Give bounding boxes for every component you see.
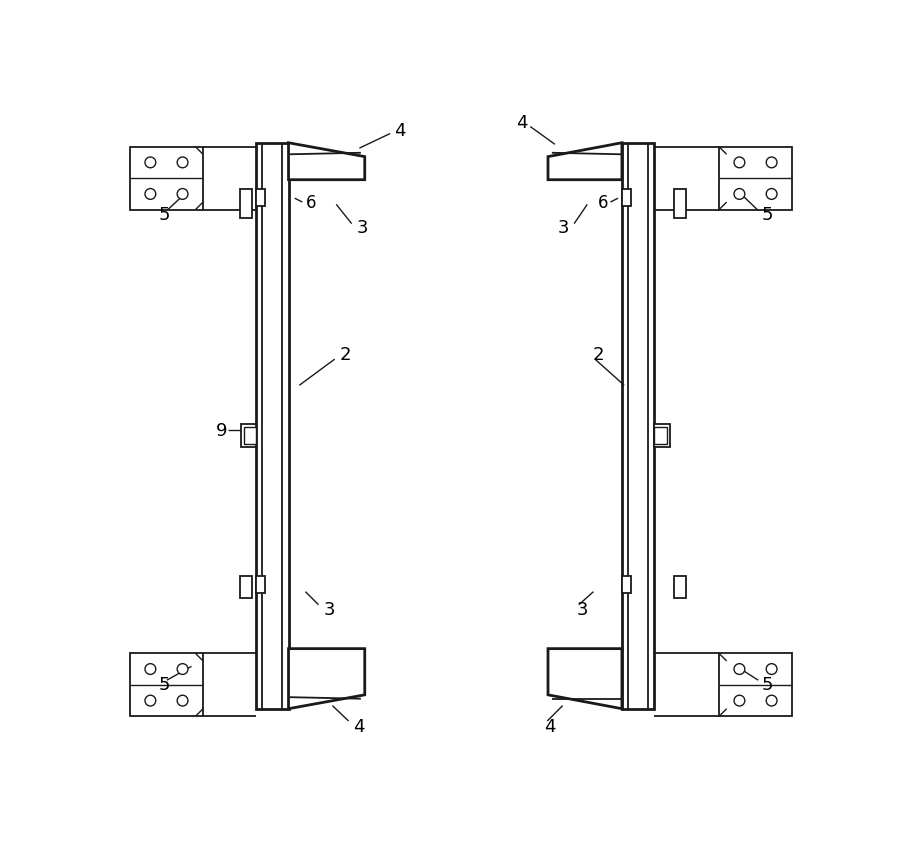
Text: 3: 3 [577, 600, 588, 618]
Circle shape [177, 695, 188, 706]
Bar [130, 653, 203, 717]
Bar [256, 190, 266, 207]
Polygon shape [548, 649, 622, 709]
Bar [674, 190, 686, 219]
Text: 2: 2 [340, 346, 352, 364]
Bar [130, 148, 203, 210]
Bar [240, 190, 252, 219]
Bar [241, 425, 256, 447]
Text: 5: 5 [762, 206, 773, 225]
Circle shape [766, 189, 777, 200]
Text: 3: 3 [324, 600, 336, 618]
Circle shape [734, 189, 744, 200]
Circle shape [145, 664, 155, 674]
Bar [655, 425, 670, 447]
Circle shape [766, 695, 777, 706]
Polygon shape [288, 143, 365, 181]
Bar [674, 576, 686, 598]
Text: 2: 2 [593, 346, 604, 364]
Text: 3: 3 [558, 219, 568, 237]
Bar [256, 576, 266, 593]
Bar [719, 653, 792, 717]
Circle shape [734, 664, 744, 674]
Circle shape [145, 158, 155, 169]
Bar [622, 576, 631, 593]
Text: 9: 9 [216, 421, 227, 440]
Text: 6: 6 [305, 194, 316, 212]
Circle shape [177, 664, 188, 674]
Bar [240, 576, 252, 598]
Circle shape [177, 158, 188, 169]
Bar [622, 190, 631, 207]
Text: 4: 4 [544, 717, 556, 735]
Text: 3: 3 [357, 219, 368, 237]
Bar [256, 143, 288, 709]
Text: 5: 5 [158, 206, 170, 225]
Bar [719, 148, 792, 210]
Text: 4: 4 [394, 122, 406, 139]
Bar [622, 143, 655, 709]
Circle shape [145, 189, 155, 200]
Text: 4: 4 [353, 717, 365, 735]
Bar [655, 427, 666, 444]
Text: 5: 5 [158, 675, 170, 693]
Circle shape [734, 158, 744, 169]
Text: 6: 6 [597, 194, 608, 212]
Circle shape [734, 695, 744, 706]
Circle shape [145, 695, 155, 706]
Circle shape [766, 664, 777, 674]
Polygon shape [288, 649, 365, 709]
Text: 5: 5 [762, 675, 773, 693]
Text: 4: 4 [515, 114, 527, 132]
Polygon shape [548, 143, 622, 181]
Circle shape [766, 158, 777, 169]
Bar [244, 427, 256, 444]
Circle shape [177, 189, 188, 200]
